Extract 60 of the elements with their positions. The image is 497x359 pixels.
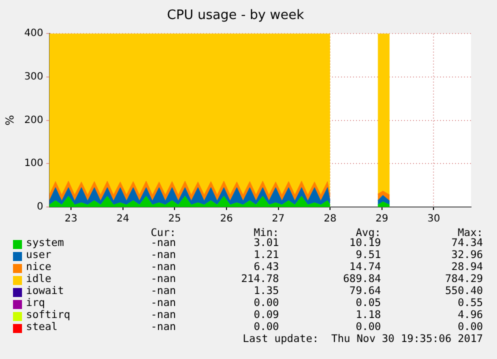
text: 32.96 [451, 249, 483, 261]
x-tick-label: 27 [272, 214, 285, 225]
x-tick-label: 28 [324, 214, 336, 225]
text: 1.18 [356, 309, 381, 321]
text: 6.43 [254, 261, 279, 273]
text: 0.00 [356, 321, 381, 333]
text: 0.00 [254, 321, 279, 333]
legend-label: steal [26, 321, 58, 333]
text: 3.01 [254, 237, 279, 249]
text: 0.00 [254, 297, 279, 309]
text: -nan [150, 309, 176, 321]
x-tick-label: 26 [220, 214, 233, 225]
text: Max: [458, 227, 483, 239]
text: 784.29 [445, 273, 483, 285]
legend-label: softirq [26, 309, 70, 321]
text: 0.00 [458, 321, 483, 333]
text: 79.64 [349, 285, 381, 297]
y-tick-label: 400 [24, 28, 44, 40]
x-tick-label: 30 [427, 214, 440, 225]
text: -nan [150, 297, 176, 309]
legend-label: system [26, 237, 64, 249]
text: 1.35 [254, 285, 279, 297]
x-tick-label: 24 [116, 214, 130, 225]
text: 4.96 [458, 309, 483, 321]
text: 9.51 [356, 249, 381, 261]
text: -nan [150, 321, 176, 333]
text: 214.78 [241, 273, 279, 285]
text: -nan [150, 261, 176, 273]
text: -nan [150, 237, 176, 249]
text: 0.05 [356, 297, 381, 309]
text: Cur: [150, 227, 176, 239]
legend-label: user [26, 249, 52, 261]
text: Last update: Thu Nov 30 19:35:06 2017 [242, 333, 483, 345]
y-tick-label: 100 [24, 158, 44, 170]
text: 0.09 [254, 309, 279, 321]
text: 0.55 [458, 297, 483, 309]
legend-label: iowait [26, 285, 64, 297]
text: -nan [150, 249, 176, 261]
text: -nan [150, 285, 176, 297]
text: 1.21 [254, 249, 279, 261]
chart-title: CPU usage - by week [167, 8, 304, 24]
x-tick-label: 25 [168, 214, 182, 225]
legend-label: nice [26, 261, 52, 273]
text: -nan [150, 273, 176, 285]
text: 10.19 [349, 237, 381, 249]
text: 28.94 [451, 261, 483, 273]
text: 14.74 [349, 261, 381, 273]
legend-label: idle [26, 273, 52, 285]
y-tick-label: 200 [24, 114, 44, 126]
text: 689.84 [343, 273, 381, 285]
text: Min: [254, 227, 279, 239]
text: 74.34 [451, 237, 483, 249]
y-tick-label: 0 [36, 202, 44, 213]
x-tick-label: 29 [376, 214, 388, 225]
y-axis-title: % [3, 115, 16, 126]
x-tick-label: 23 [64, 214, 78, 225]
text: 550.40 [445, 285, 483, 297]
legend-label: irq [26, 297, 45, 309]
y-tick-label: 300 [24, 72, 44, 83]
text: Avg: [356, 227, 381, 239]
